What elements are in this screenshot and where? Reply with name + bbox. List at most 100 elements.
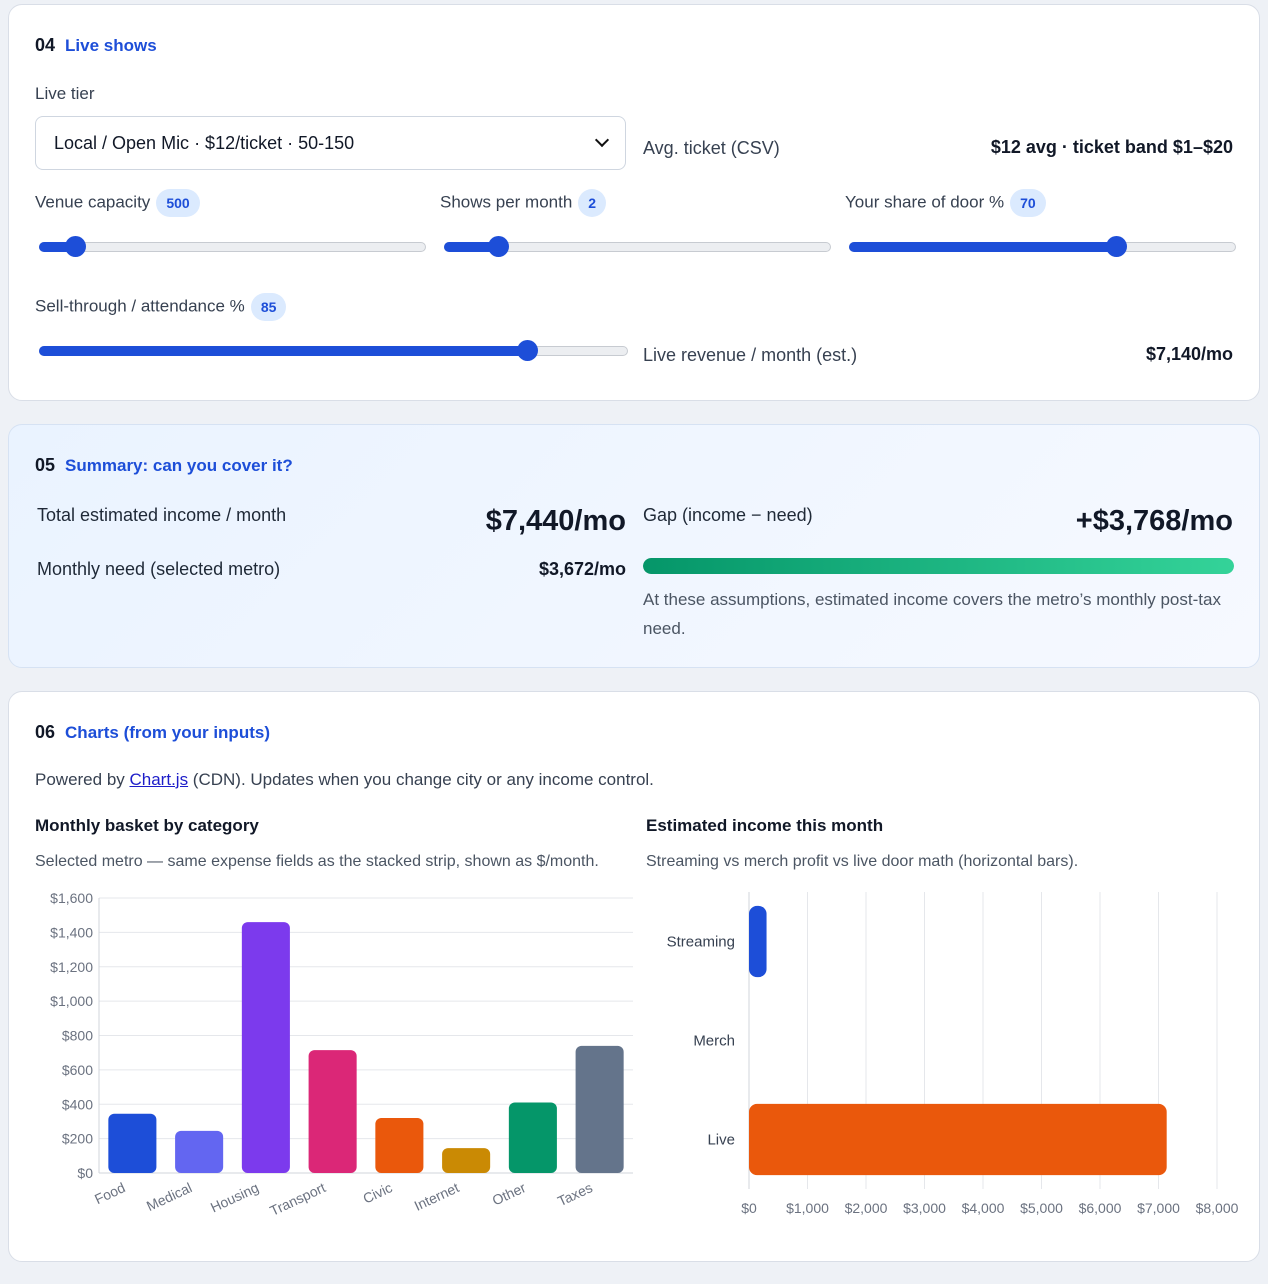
section-title: Live shows [65, 36, 157, 55]
basket-bar-chart: $0 $200 $400 $600 $800 $1,000 $1,200 $1,400 $1,6… [50, 890, 633, 1219]
bar-taxes[interactable] [575, 1045, 624, 1173]
summary-card: 05 Summary: can you cover it? Total esti… [8, 424, 1260, 668]
shows-per-month-badge: 2 [578, 189, 607, 217]
income-bar-chart: $0 $1,000 $2,000 $3,000 $4,000 $5,000 $6,000 $7… [667, 892, 1239, 1216]
bar-housing[interactable] [241, 922, 290, 1173]
door-share-label: Your share of door % 70 [845, 189, 1046, 217]
gap-progress-bar [643, 558, 1234, 574]
powered-suffix: (CDN). Updates when you change city or a… [188, 770, 654, 789]
gap-label: Gap (income − need) [643, 505, 813, 525]
basket-chart-note: Selected metro — same expense fields as … [35, 853, 599, 870]
live-shows-card: 04 Live shows Live tier Local / Open Mic… [8, 4, 1260, 401]
total-income-label: Total estimated income / month [37, 505, 287, 525]
y-tick-label: $800 [62, 1028, 93, 1044]
y-tick-label: Merch [693, 1033, 735, 1050]
y-tick-label: $1,400 [50, 924, 93, 940]
x-tick-label: $2,000 [845, 1200, 888, 1216]
charts-header: 06 Charts (from your inputs) [35, 722, 270, 743]
live-revenue-value: $7,140/mo [1145, 344, 1233, 364]
door-share-badge: 70 [1010, 189, 1046, 217]
income-chart-note: Streaming vs merch profit vs live door m… [646, 853, 1079, 870]
venue-capacity-text: Venue capacity [35, 192, 151, 212]
live-tier-value: Local / Open Mic · $12/ticket · 50-150 [54, 132, 355, 153]
venue-capacity-badge: 500 [156, 189, 200, 217]
y-tick-label: $1,200 [50, 959, 93, 975]
x-tick-label: $0 [741, 1200, 757, 1216]
bar-streaming[interactable] [749, 905, 767, 978]
slider-thumb[interactable] [1105, 236, 1127, 257]
venue-capacity-slider[interactable] [39, 236, 426, 258]
y-tick-label: Streaming [667, 934, 735, 951]
x-tick-label: Transport [267, 1179, 328, 1219]
live-shows-header: 04 Live shows [35, 35, 157, 56]
y-tick-label: $0 [77, 1165, 93, 1181]
slider-thumb[interactable] [516, 340, 538, 361]
section-number: 05 [35, 455, 56, 475]
basket-chart-title: Monthly basket by category [35, 816, 259, 835]
slider-thumb[interactable] [64, 236, 86, 257]
y-tick-label: $600 [62, 1062, 93, 1078]
avg-ticket-label: Avg. ticket (CSV) [643, 138, 780, 158]
slider-fill [444, 242, 499, 252]
avg-ticket-value: $12 avg · ticket band $1–$20 [990, 137, 1233, 157]
x-tick-label: Taxes [555, 1179, 595, 1209]
sell-through-text: Sell-through / attendance % [35, 296, 245, 316]
y-tick-label: $1,600 [50, 890, 93, 906]
venue-capacity-label: Venue capacity 500 [35, 189, 200, 217]
slider-track [39, 242, 426, 252]
monthly-need-value: $3,672/mo [538, 559, 626, 579]
chevron-down-icon [594, 132, 610, 148]
slider-thumb[interactable] [488, 236, 510, 257]
y-tick-label: Live [707, 1132, 735, 1149]
gap-value: +$3,768/mo [1075, 505, 1233, 537]
bar-transport[interactable] [308, 1050, 357, 1173]
monthly-need-label: Monthly need (selected metro) [37, 559, 281, 579]
section-title: Charts (from your inputs) [65, 723, 270, 742]
x-tick-label: $8,000 [1196, 1200, 1239, 1216]
live-tier-label: Live tier [35, 84, 95, 103]
x-tick-label: Civic [360, 1179, 394, 1206]
x-tick-label: Housing [208, 1179, 261, 1215]
x-tick-label: $3,000 [903, 1200, 946, 1216]
bar-medical[interactable] [175, 1130, 224, 1173]
live-tier-select[interactable]: Local / Open Mic · $12/ticket · 50-150 [35, 116, 626, 170]
gap-progress-fill [643, 558, 1234, 574]
slider-fill [849, 242, 1116, 252]
door-share-slider[interactable] [849, 236, 1236, 258]
shows-per-month-slider[interactable] [444, 236, 831, 258]
x-tick-label: $4,000 [962, 1200, 1005, 1216]
x-tick-label: Internet [412, 1179, 462, 1214]
y-tick-label: $200 [62, 1131, 93, 1147]
bar-civic[interactable] [375, 1118, 424, 1173]
income-chart-title: Estimated income this month [646, 816, 884, 835]
section-number: 06 [35, 722, 56, 742]
x-tick-label: Food [92, 1179, 128, 1207]
section-number: 04 [35, 35, 56, 55]
charts-card: 06 Charts (from your inputs) Powered by … [8, 691, 1260, 1262]
y-tick-label: $400 [62, 1096, 93, 1112]
total-income-value: $7,440/mo [485, 505, 626, 537]
bar-internet[interactable] [442, 1148, 491, 1173]
sell-through-slider[interactable] [39, 340, 628, 362]
shows-per-month-label: Shows per month 2 [440, 189, 607, 217]
x-tick-label: $7,000 [1137, 1200, 1180, 1216]
y-tick-label: $1,000 [50, 993, 93, 1009]
sell-through-label: Sell-through / attendance % 85 [35, 293, 287, 321]
x-tick-label: Medical [144, 1179, 194, 1214]
powered-prefix: Powered by [35, 770, 130, 789]
chartjs-link[interactable]: Chart.js [129, 770, 189, 789]
shows-per-month-text: Shows per month [440, 192, 573, 212]
powered-by-text: Powered by Chart.js (CDN). Updates when … [35, 770, 654, 790]
live-revenue-label: Live revenue / month (est.) [643, 345, 858, 365]
slider-fill [39, 346, 527, 356]
x-tick-label: $1,000 [786, 1200, 829, 1216]
bar-food[interactable] [108, 1113, 157, 1173]
x-tick-label: Other [490, 1179, 529, 1208]
gap-note: At these assumptions, estimated income c… [643, 590, 1221, 638]
summary-header: 05 Summary: can you cover it? [35, 455, 293, 476]
x-tick-label: $5,000 [1020, 1200, 1063, 1216]
door-share-text: Your share of door % [845, 192, 1005, 212]
bar-live[interactable] [749, 1103, 1167, 1176]
section-title: Summary: can you cover it? [65, 456, 293, 475]
bar-other[interactable] [508, 1102, 557, 1173]
